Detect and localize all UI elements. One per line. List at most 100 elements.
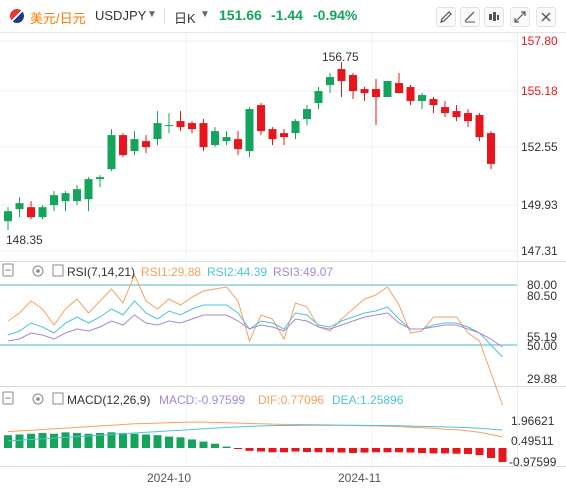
rsi1-label: RSI1:29.88 [141,265,201,279]
candle-body [383,81,392,98]
macd-histogram-bar [429,448,438,454]
candle-body [211,131,219,146]
macd-histogram-bar [372,448,380,453]
candle-body [73,189,81,202]
symbol-name[interactable]: 美元/日元 [30,11,86,26]
rsi3-label: RSI3:49.07 [273,265,333,279]
candle-body [429,99,438,106]
macd-histogram-bar [153,435,162,448]
candle-body [291,121,300,134]
collapse-icon[interactable] [2,263,14,277]
macd-histogram-bar [211,443,219,448]
collapse-icon[interactable] [2,391,14,405]
macd-histogram-bar [441,448,449,454]
candle-body [119,135,127,156]
macd-histogram-bar [418,448,426,453]
macd-histogram-bar [268,448,277,453]
rsi-lines [0,273,517,406]
macd-histogram-bar [38,433,47,448]
candle-body [176,121,185,128]
macd-histogram-bar [61,432,70,448]
macd-histogram-bar [475,448,484,456]
settings-gear-icon-hub [36,397,40,401]
candle-body [360,89,369,94]
macd-histogram-bar [257,448,265,452]
candle-body [27,207,35,218]
rsi2-label: RSI2:44.39 [207,265,267,279]
price-tick-label: 155.18 [521,84,558,98]
candle-body [234,139,242,150]
high-price-annotation: 156.75 [322,50,359,64]
candle-body [61,193,70,202]
rsi-title: RSI(7,14,21) [67,265,135,279]
candle-body [257,105,265,132]
symbol-code[interactable]: USDJPY [95,8,147,23]
indicator-tool-button[interactable] [484,7,504,27]
macd-histogram-bar [314,448,323,453]
macd-axis-label: 0.49511 [511,434,554,448]
candle-body [326,77,334,86]
macd-histogram-bar [452,448,461,454]
rsi-axis-label: 50.00 [527,339,557,353]
candle-body [107,135,116,170]
candle-body [406,87,415,102]
macd-histogram-bar [337,448,346,453]
macd-histogram-bar [487,448,495,458]
macd-histogram-bar [130,433,139,448]
candle-body [142,141,150,148]
macd-histogram-bar [406,448,415,453]
macd-histogram-bar [188,439,196,448]
draw-icon [440,11,452,23]
macd-histogram-bar [349,448,357,453]
macd-histogram-bar [464,448,472,454]
symbol-dropdown-icon[interactable]: ▼ [147,9,157,20]
dea-value-label: DEA:1.25896 [332,393,404,407]
macd-histogram-bar [199,441,208,448]
dif-value-label: DIF:0.77096 [258,393,324,407]
indicator-list-icon[interactable] [52,392,64,405]
candle-body [165,125,173,127]
candle-body [452,111,461,118]
candle-body [280,133,288,138]
gridlines [0,33,517,466]
candle-body [15,203,24,210]
candle-body [464,113,472,122]
candle-body [418,95,426,102]
macd-histogram-bar [326,448,334,453]
settings-gear-icon[interactable] [32,265,44,277]
draw-tool-button[interactable] [436,7,456,27]
price-tick-label: 157.80 [521,34,558,48]
macd-histogram-bar [383,448,392,453]
rsi-axis-label: 55.19 [527,330,557,344]
price-tick-label: 152.55 [521,140,558,154]
rsi1-line [7,273,503,406]
close-button[interactable] [536,7,556,27]
low-price-annotation: 148.35 [6,233,43,247]
macd-histogram-bar [96,433,104,448]
currency-flag-icon [10,9,24,23]
candle-body [188,123,196,130]
x-tick-label: 2024-10 [147,471,191,485]
chart-header: 美元/日元 USDJPY ▼ 日K ▼ 151.66 -1.44 -0.94% [0,0,566,32]
ruler-icon [464,11,475,23]
settings-gear-icon[interactable] [32,393,44,405]
timeframe-label[interactable]: 日K [174,11,196,26]
macd-histogram-bar [165,436,173,448]
last-price: 151.66 [219,7,262,23]
indicator-list-icon[interactable] [52,264,64,277]
macd-histogram-bar [50,433,58,448]
fullscreen-button[interactable] [510,7,530,27]
candle-body [84,179,93,200]
macd-histogram-bar [280,448,288,453]
ruler-tool-button[interactable] [460,7,480,27]
candle-body [4,211,12,222]
macd-histogram-bar [27,433,35,448]
timeframe-dropdown-icon[interactable]: ▼ [200,9,210,20]
macd-histogram-bar [15,434,24,448]
candle-body [349,75,357,92]
rsi-axis-label: 80.00 [527,278,557,292]
macd-dif-line [7,421,503,438]
macd-histogram-bar [107,432,116,448]
macd-histogram-bar [498,448,507,462]
